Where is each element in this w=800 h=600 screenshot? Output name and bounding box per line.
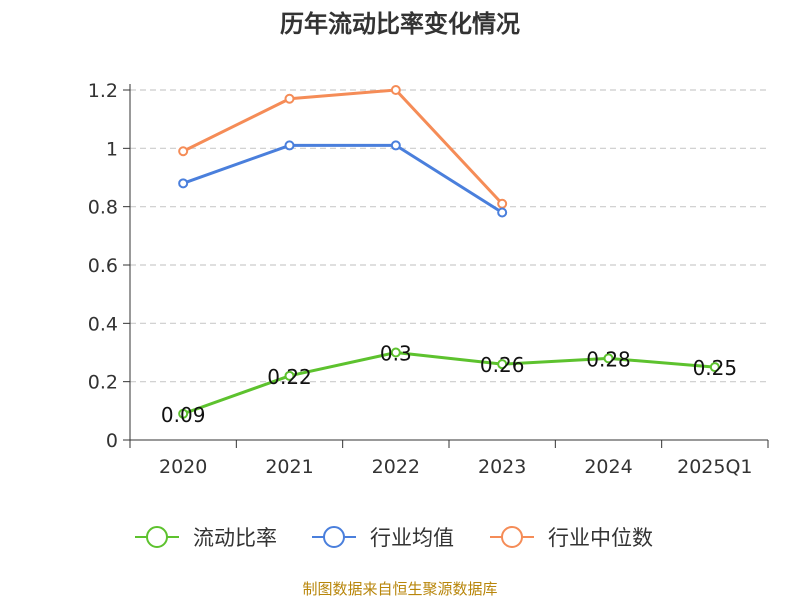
legend: 流动比率 行业均值 行业中位数 (135, 526, 653, 550)
legend-item: 流动比率 (135, 526, 277, 550)
data-label: 0.28 (586, 347, 631, 371)
legend-item: 行业均值 (312, 526, 454, 550)
data-label: 0.22 (267, 365, 312, 389)
data-labels: 0.09 0.22 0.3 0.26 0.28 0.25 (161, 342, 737, 427)
legend-marker (323, 526, 345, 548)
axes: 0 0.2 0.4 0.6 0.8 1 1.2 2020 2021 2022 2023 2024 202… (88, 80, 769, 478)
data-label: 0.26 (480, 353, 525, 377)
data-source-note: 制图数据来自恒生聚源数据库 (302, 580, 498, 598)
y-tick-label: 0.4 (88, 313, 118, 335)
series-line (182, 88, 504, 205)
y-tick-label: 1 (106, 138, 118, 160)
legend-label: 行业中位数 (548, 526, 653, 550)
y-tick-label: 0.2 (88, 372, 118, 394)
data-point (709, 362, 720, 373)
x-tick-label: 2022 (372, 456, 420, 478)
chart-title: 历年流动比率变化情况 (280, 10, 520, 38)
data-label: 0.25 (693, 356, 738, 380)
grid-lines (130, 89, 768, 383)
legend-marker (146, 526, 168, 548)
legend-label: 流动比率 (193, 526, 277, 550)
legend-label: 行业均值 (370, 526, 454, 550)
data-label: 0.09 (161, 403, 206, 427)
legend-marker (501, 526, 523, 548)
x-tick-label: 2020 (159, 456, 207, 478)
data-point (178, 178, 189, 189)
data-point (284, 93, 295, 104)
data-point (390, 85, 401, 95)
data-point (497, 207, 508, 218)
data-point (284, 370, 295, 381)
series-line (182, 143, 503, 214)
data-point (390, 347, 401, 358)
x-tick-label: 2023 (478, 456, 526, 478)
data-point (603, 353, 614, 364)
x-tick-label: 2021 (265, 456, 313, 478)
data-point (178, 408, 189, 419)
data-point (497, 198, 508, 209)
data-point (178, 146, 189, 157)
data-label: 0.3 (380, 342, 412, 366)
series-lines (178, 85, 720, 419)
series-line (182, 351, 715, 416)
x-tick-label: 2024 (584, 456, 632, 478)
y-tick-label: 0 (106, 430, 118, 452)
y-tick-label: 0.8 (88, 197, 118, 219)
data-point (497, 359, 508, 370)
y-tick-label: 1.2 (88, 80, 118, 102)
data-point (390, 140, 401, 151)
legend-item: 行业中位数 (490, 526, 653, 550)
x-tick-label: 2025Q1 (677, 456, 752, 478)
data-point (284, 140, 295, 151)
y-tick-label: 0.6 (88, 255, 118, 277)
